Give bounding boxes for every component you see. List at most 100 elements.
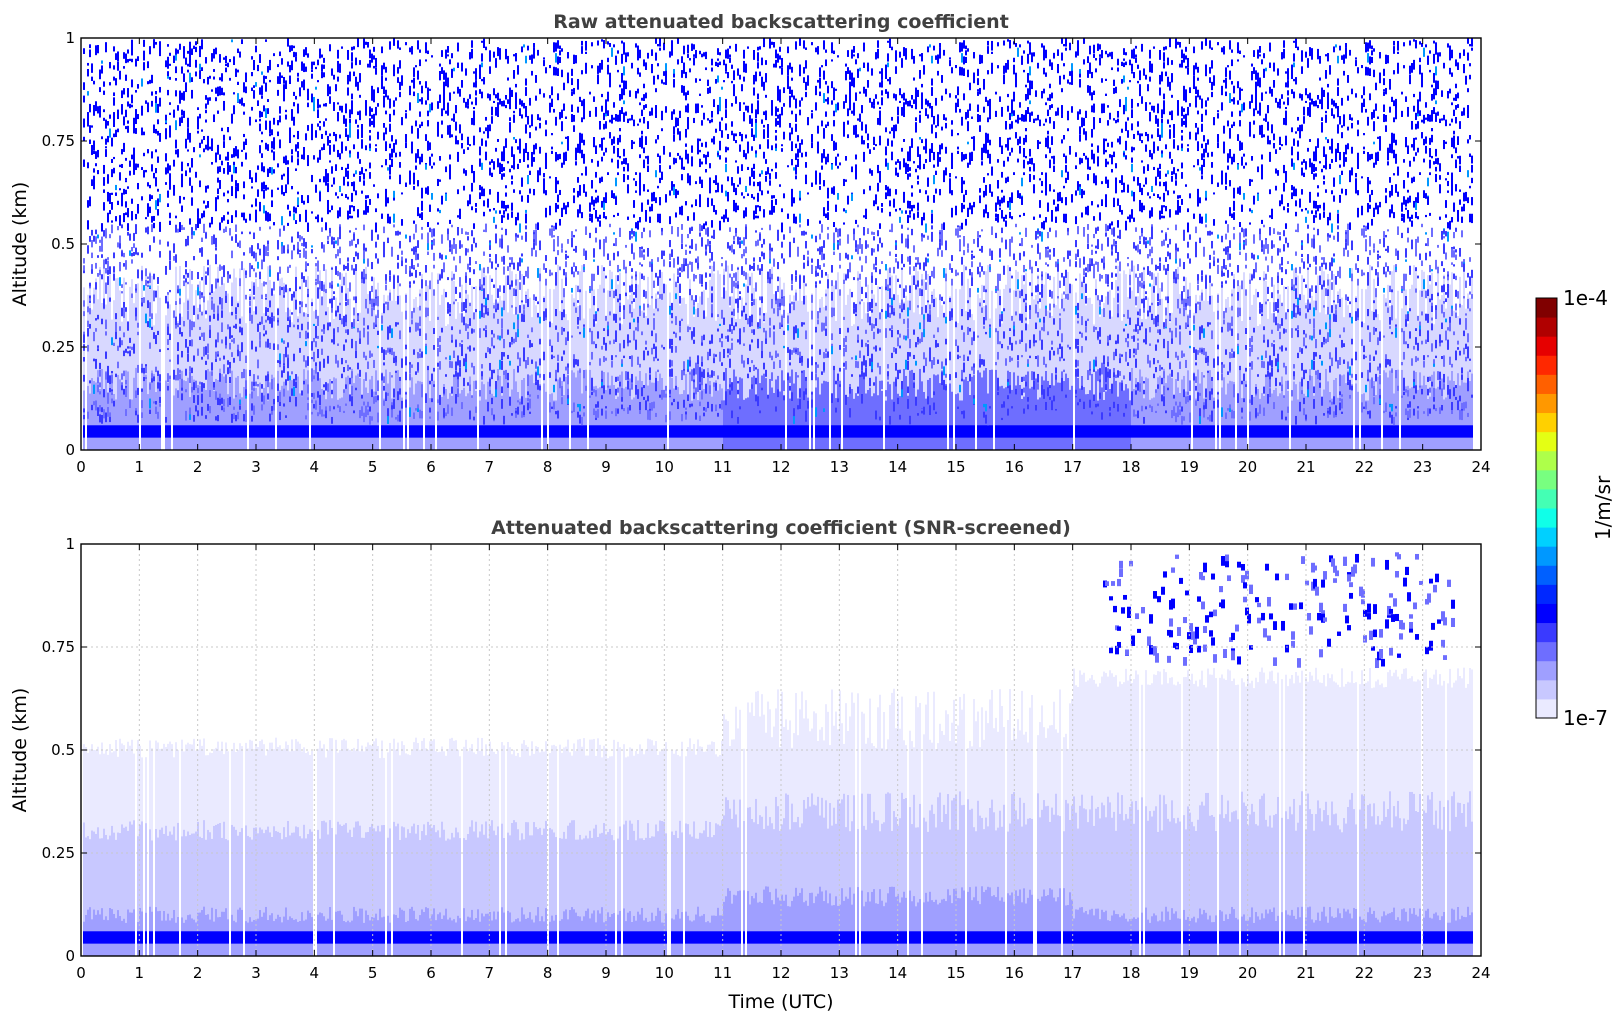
heatmap-cell xyxy=(125,189,127,195)
heatmap-cell xyxy=(659,373,661,450)
heatmap-cell xyxy=(655,346,657,354)
heatmap-cell xyxy=(481,53,483,62)
heatmap-cell xyxy=(475,90,477,96)
heatmap-cell xyxy=(605,425,607,438)
heatmap-cell xyxy=(429,142,431,150)
heatmap-cell xyxy=(225,380,227,450)
heatmap-cell xyxy=(191,185,193,193)
heatmap-cell xyxy=(277,240,279,250)
heatmap-cell xyxy=(301,195,303,204)
heatmap-cell xyxy=(331,306,333,313)
heatmap-cell xyxy=(607,172,609,176)
heatmap-cell xyxy=(655,52,657,61)
heatmap-cell xyxy=(355,119,357,124)
heatmap-cell xyxy=(385,110,387,115)
heatmap-cell xyxy=(381,347,383,353)
heatmap-cell xyxy=(561,397,563,405)
heatmap-cell xyxy=(273,316,275,322)
heatmap-cell xyxy=(325,130,327,136)
heatmap-cell xyxy=(199,49,201,58)
heatmap-cell xyxy=(443,70,445,80)
heatmap-cell xyxy=(475,70,477,80)
heatmap-cell xyxy=(151,370,153,450)
heatmap-cell xyxy=(507,275,509,285)
heatmap-cell xyxy=(341,359,343,365)
heatmap-cell xyxy=(93,401,95,406)
heatmap-cell xyxy=(505,48,507,59)
heatmap-cell xyxy=(389,425,391,438)
heatmap-cell xyxy=(329,144,331,155)
heatmap-cell xyxy=(257,165,259,170)
heatmap-cell xyxy=(121,92,123,99)
heatmap-cell xyxy=(219,398,221,406)
heatmap-cell xyxy=(565,253,567,260)
heatmap-cell xyxy=(249,247,251,254)
heatmap-cell xyxy=(605,319,607,390)
heatmap-cell xyxy=(131,42,133,47)
heatmap-cell xyxy=(153,124,155,134)
heatmap-cell xyxy=(317,260,319,269)
heatmap-cell xyxy=(489,425,491,438)
heatmap-cell xyxy=(493,216,495,223)
heatmap-cell xyxy=(425,59,427,62)
heatmap-cell xyxy=(253,285,255,295)
heatmap-cell xyxy=(617,264,619,273)
heatmap-cell xyxy=(141,105,143,116)
heatmap-cell xyxy=(279,360,281,365)
heatmap-cell xyxy=(597,308,599,312)
heatmap-cell xyxy=(619,111,621,122)
heatmap-cell xyxy=(449,240,451,248)
heatmap-cell xyxy=(117,277,119,375)
heatmap-cell xyxy=(401,256,403,267)
heatmap-cell xyxy=(415,246,417,256)
heatmap-cell xyxy=(455,247,457,254)
heatmap-cell xyxy=(323,72,325,78)
heatmap-cell xyxy=(349,122,351,131)
heatmap-cell xyxy=(337,360,339,368)
heatmap-cell xyxy=(561,248,563,253)
heatmap-cell xyxy=(205,144,207,150)
heatmap-cell xyxy=(307,90,309,101)
heatmap-cell xyxy=(647,199,649,205)
heatmap-cell xyxy=(349,150,351,154)
heatmap-cell xyxy=(679,320,681,327)
heatmap-cell xyxy=(93,384,95,394)
heatmap-cell xyxy=(451,244,453,255)
heatmap-cell xyxy=(175,388,177,450)
heatmap-cell xyxy=(405,113,407,119)
heatmap-cell xyxy=(321,72,323,79)
heatmap-cell xyxy=(395,97,397,101)
heatmap-cell xyxy=(265,82,267,92)
heatmap-cell xyxy=(457,355,459,359)
heatmap-cell xyxy=(249,425,251,438)
heatmap-cell xyxy=(515,233,517,237)
heatmap-cell xyxy=(121,308,123,317)
heatmap-cell xyxy=(679,110,681,119)
heatmap-cell xyxy=(559,189,561,196)
heatmap-cell xyxy=(613,290,615,299)
heatmap-cell xyxy=(305,209,307,218)
heatmap-cell xyxy=(99,245,101,252)
heatmap-cell xyxy=(451,339,453,343)
heatmap-cell xyxy=(595,106,597,117)
heatmap-cell xyxy=(315,66,317,70)
heatmap-cell xyxy=(113,273,115,281)
heatmap-cell xyxy=(449,425,451,438)
heatmap-cell xyxy=(543,173,545,178)
heatmap-cell xyxy=(361,278,363,396)
heatmap-cell xyxy=(465,68,467,76)
heatmap-cell xyxy=(287,266,289,273)
heatmap-cell xyxy=(439,71,441,79)
heatmap-cell xyxy=(429,320,431,399)
heatmap-cell xyxy=(565,116,567,119)
heatmap-cell xyxy=(655,377,657,385)
heatmap-cell xyxy=(129,350,131,357)
heatmap-cell xyxy=(207,76,209,85)
heatmap-cell xyxy=(533,189,535,196)
heatmap-cell xyxy=(487,401,489,412)
heatmap-cell xyxy=(183,425,185,438)
heatmap-cell xyxy=(601,141,603,151)
heatmap-cell xyxy=(645,92,647,99)
heatmap-cell xyxy=(169,333,171,341)
heatmap-cell xyxy=(105,370,107,450)
